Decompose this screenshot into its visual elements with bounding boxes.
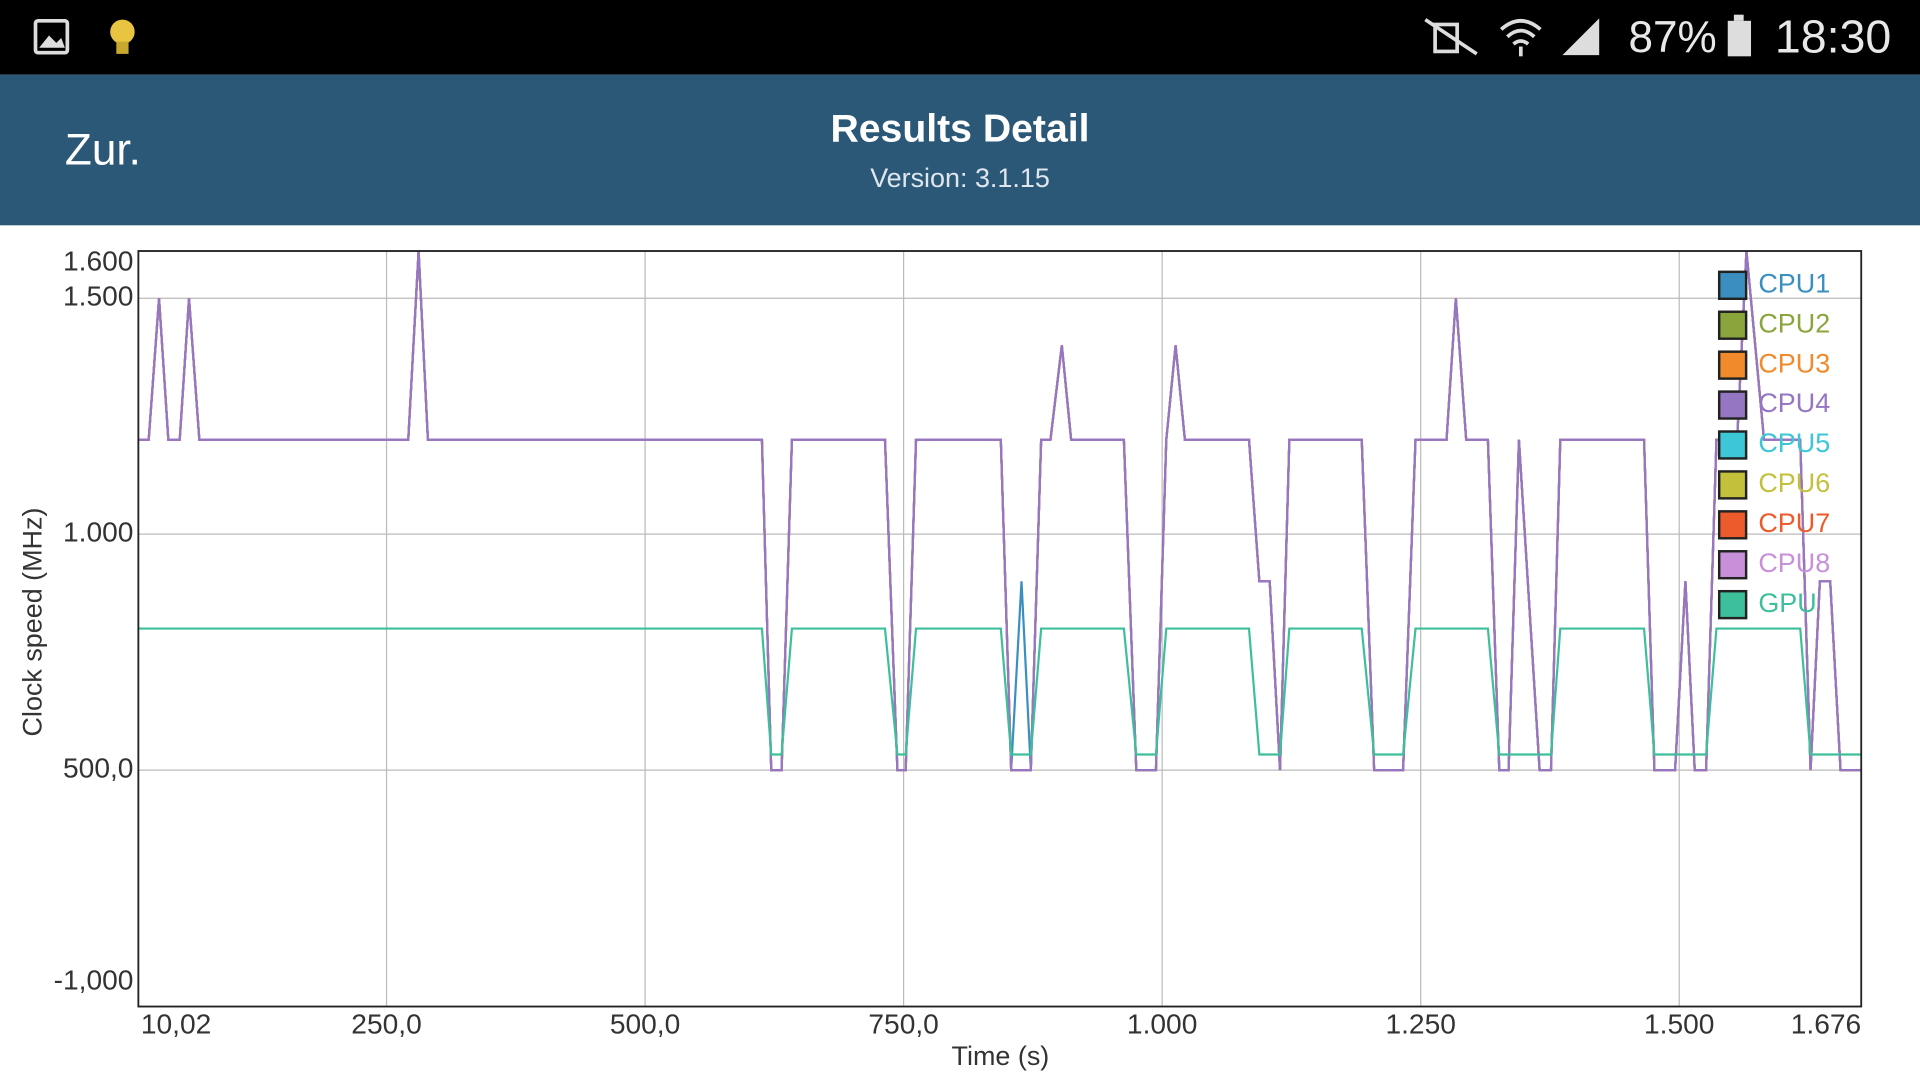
y-tick-label: 500,0: [63, 753, 133, 784]
legend-swatch: [1717, 550, 1748, 580]
legend-label: CPU1: [1758, 268, 1830, 298]
legend-swatch: [1717, 510, 1748, 540]
series-line: [138, 250, 1862, 772]
wifi-icon: [1500, 18, 1542, 57]
header-subtitle: Version: 3.1.15: [870, 163, 1050, 193]
x-tick-label: 10,02: [141, 1009, 211, 1040]
clock: 18:30: [1775, 11, 1891, 63]
legend-swatch: [1717, 350, 1748, 380]
x-axis-label: Time (s): [952, 1041, 1050, 1071]
legend-label: CPU3: [1758, 348, 1830, 378]
x-tick-label: 1.250: [1385, 1009, 1455, 1040]
legend-label: CPU8: [1758, 548, 1830, 578]
header-bar: [0, 74, 1920, 226]
legend-swatch: [1717, 310, 1748, 340]
x-tick-label: 1.676: [1791, 1009, 1861, 1040]
x-tick-label: 1.000: [1127, 1009, 1197, 1040]
x-tick-label: 1.500: [1644, 1009, 1714, 1040]
legend-label: CPU7: [1758, 508, 1830, 538]
header-title: Results Detail: [830, 107, 1089, 150]
legend-label: CPU4: [1758, 388, 1830, 418]
legend-swatch: [1717, 589, 1748, 620]
gallery-icon: [33, 18, 70, 55]
y-tick-label: 1.600: [63, 246, 133, 277]
legend-label: GPU: [1758, 588, 1816, 618]
series-line: [138, 250, 1862, 772]
y-tick-label: 1.000: [63, 517, 133, 548]
x-tick-label: 250,0: [351, 1009, 421, 1040]
battery-percent: 87%: [1629, 13, 1717, 62]
y-tick-label: -1,000: [54, 964, 134, 995]
y-axis-label: Clock speed (MHz): [17, 508, 47, 737]
legend-label: CPU2: [1758, 308, 1830, 338]
bulb-icon: [110, 19, 135, 54]
series-line: [138, 250, 1862, 772]
plot-lines: [138, 250, 1862, 772]
legend-swatch: [1717, 270, 1748, 300]
legend-swatch: [1717, 470, 1748, 500]
series-line: [138, 250, 1862, 772]
x-tick-label: 500,0: [610, 1009, 680, 1040]
legend-label: CPU5: [1758, 428, 1830, 458]
signal-icon: [1562, 18, 1600, 56]
series-line: [138, 250, 1862, 772]
status-bar: [0, 0, 1920, 75]
battery-icon: [1727, 14, 1752, 57]
y-tick-label: 1.500: [63, 281, 133, 312]
series-line: [138, 627, 1862, 756]
legend-label: CPU6: [1758, 468, 1830, 498]
mute-icon: [1424, 18, 1478, 56]
back-button[interactable]: Zur.: [65, 126, 141, 175]
series-line: [138, 250, 1862, 772]
legend-swatch: [1717, 430, 1748, 460]
legend: CPU1 CPU2 CPU3 CPU4 CPU5 CPU6 CPU7 CPU8 GPU: [1717, 268, 1830, 620]
series-line: [138, 250, 1862, 772]
plot-frame: [137, 250, 1863, 1008]
legend-swatch: [1717, 390, 1748, 420]
x-tick-label: 750,0: [868, 1009, 938, 1040]
series-line: [138, 250, 1862, 772]
